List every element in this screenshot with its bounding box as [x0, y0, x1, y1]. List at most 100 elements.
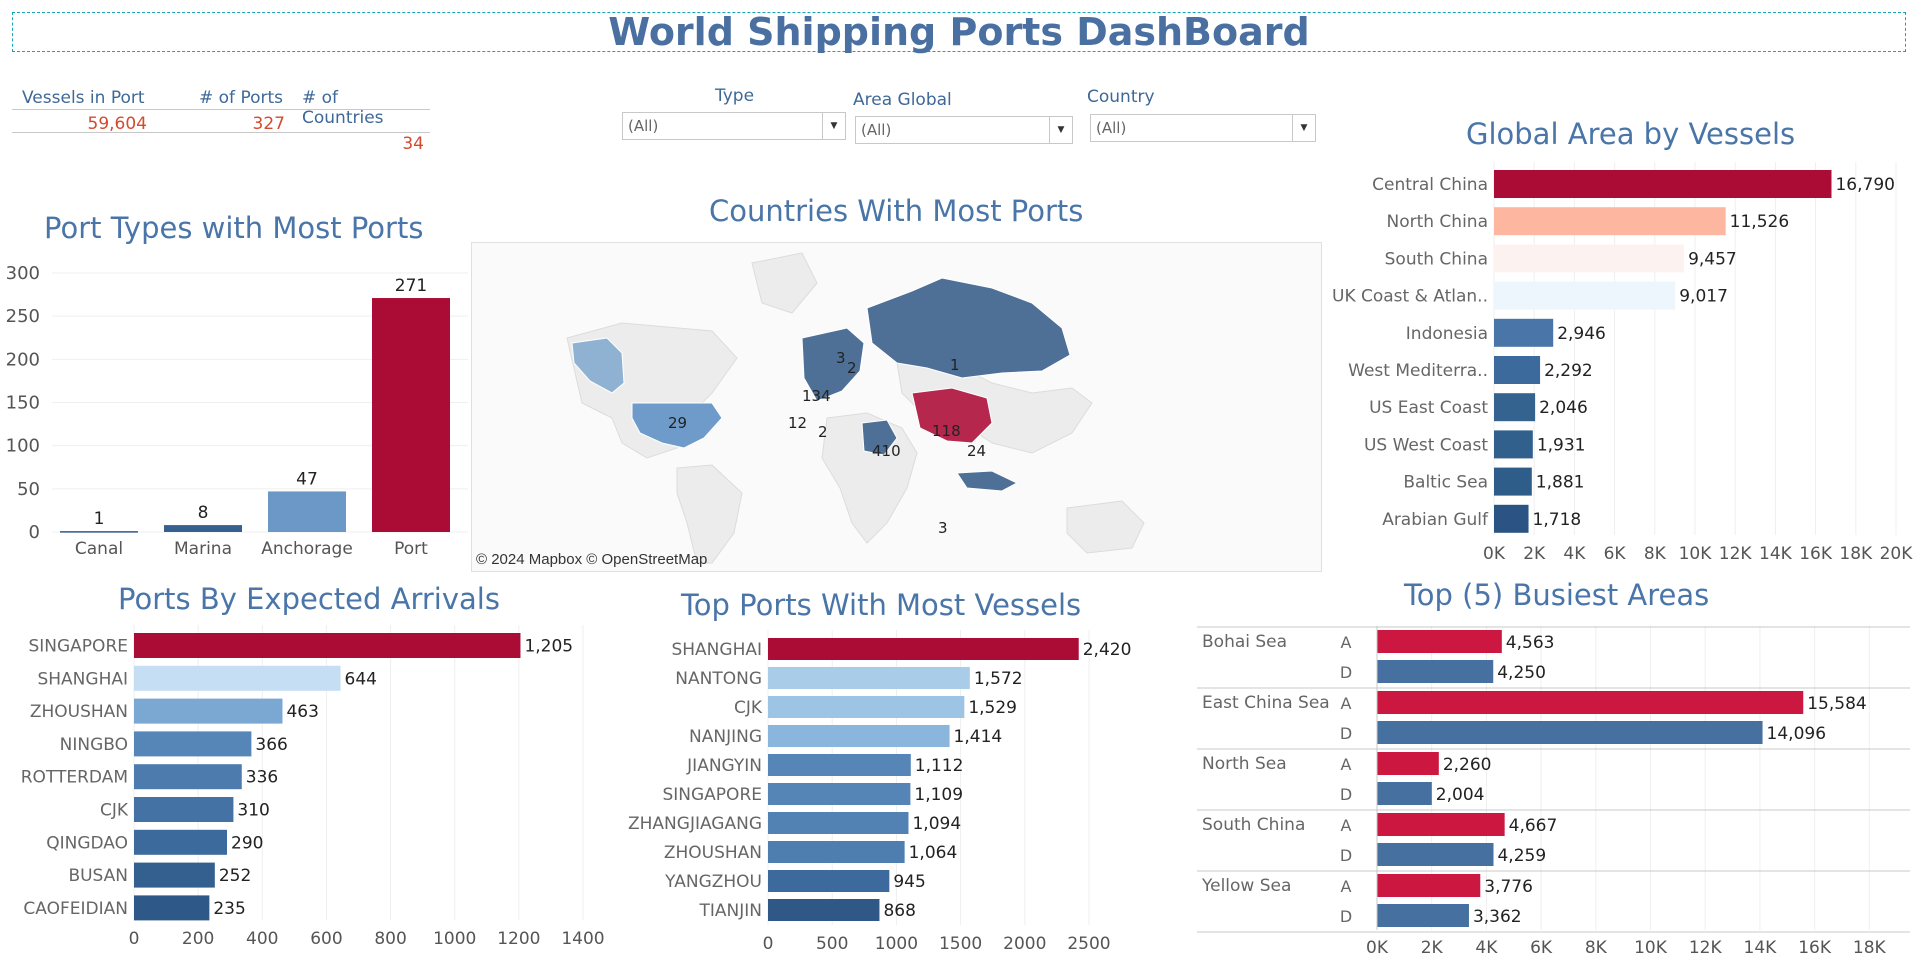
country-indonesia[interactable] — [956, 470, 1019, 492]
bar[interactable] — [768, 783, 911, 805]
bar[interactable] — [372, 298, 450, 532]
world-map[interactable]: 1 29 118 134 3 2 12 2 410 24 3 © 2024 Ma… — [471, 242, 1322, 572]
x-tick-label: 1000 — [433, 929, 476, 949]
filter-area-value: (All) — [861, 121, 892, 139]
bar[interactable] — [60, 531, 138, 533]
series-label: A — [1341, 633, 1352, 652]
global-area-title: Global Area by Vessels — [1466, 117, 1796, 151]
bar-value-label: 2,292 — [1544, 361, 1593, 381]
bar-value-label: 3,362 — [1473, 907, 1522, 927]
bar[interactable] — [768, 638, 1079, 660]
bar[interactable] — [134, 633, 521, 658]
bar[interactable] — [1494, 504, 1529, 533]
bar[interactable] — [768, 870, 890, 892]
series-label: D — [1340, 846, 1352, 865]
bar-value-label: 9,017 — [1679, 287, 1728, 307]
bar[interactable] — [768, 754, 911, 776]
bar[interactable] — [768, 812, 909, 834]
bar[interactable] — [1377, 904, 1469, 927]
y-category-label: SHANGHAI — [671, 640, 762, 660]
y-category-label: SINGAPORE — [662, 785, 762, 805]
bar[interactable] — [134, 665, 341, 691]
bar[interactable] — [768, 667, 970, 689]
country-usa[interactable] — [631, 402, 723, 449]
bar[interactable] — [1494, 467, 1532, 496]
chevron-down-icon[interactable]: ▼ — [1292, 115, 1315, 141]
y-category-label: NANTONG — [675, 669, 762, 689]
filter-type-select[interactable]: (All) ▼ — [622, 112, 846, 140]
filter-country-select[interactable]: (All) ▼ — [1090, 114, 1316, 142]
x-tick-label: 14K — [1744, 938, 1778, 958]
bar-value-label: 14,096 — [1767, 724, 1826, 744]
bar[interactable] — [134, 895, 210, 921]
bar[interactable] — [1377, 721, 1763, 744]
bar[interactable] — [134, 764, 242, 790]
bar[interactable] — [1377, 691, 1804, 714]
bar[interactable] — [164, 525, 242, 532]
x-tick-label: 2K — [1523, 544, 1546, 564]
country-china[interactable] — [911, 387, 993, 444]
x-tick-label: 8K — [1644, 544, 1667, 564]
bar[interactable] — [1494, 318, 1554, 347]
bar[interactable] — [1494, 393, 1536, 422]
country-alaska[interactable] — [571, 337, 625, 394]
kpi-countries: # of Countries 34 — [302, 88, 424, 154]
bar[interactable] — [268, 491, 346, 532]
map-label: 24 — [967, 442, 986, 460]
bar[interactable] — [768, 899, 880, 921]
country-europe[interactable] — [801, 327, 865, 402]
x-tick-label: 12K — [1719, 544, 1753, 564]
y-tick-label: 50 — [17, 479, 40, 500]
bar[interactable] — [1377, 874, 1481, 897]
filter-type-value: (All) — [628, 117, 659, 135]
kpi-ports-value: 327 — [252, 114, 285, 134]
bar[interactable] — [768, 841, 905, 863]
bar-value-label: 15,584 — [1807, 694, 1866, 714]
dashboard-title: World Shipping Ports DashBoard — [12, 12, 1906, 52]
bar-value-label: 8 — [198, 503, 209, 523]
bar[interactable] — [1494, 170, 1832, 198]
y-tick-label: 200 — [6, 349, 40, 370]
country-iran[interactable] — [861, 419, 898, 456]
bar[interactable] — [1494, 281, 1676, 310]
country-russia[interactable] — [866, 277, 1071, 379]
y-category-label: ROTTERDAM — [21, 768, 128, 788]
bar[interactable] — [134, 698, 283, 724]
bar[interactable] — [1494, 430, 1533, 459]
bar[interactable] — [1377, 630, 1502, 653]
x-tick-label: 18K — [1853, 938, 1887, 958]
bar[interactable] — [134, 731, 252, 757]
bar[interactable] — [1494, 356, 1541, 384]
bar[interactable] — [1377, 752, 1439, 775]
y-tick-label: 0 — [29, 522, 40, 543]
y-category-label: NINGBO — [60, 735, 128, 755]
bar-value-label: 235 — [213, 899, 245, 919]
kpi-countries-label: # of Countries — [302, 88, 384, 128]
bar[interactable] — [134, 797, 234, 822]
filter-area-select[interactable]: (All) ▼ — [855, 116, 1073, 144]
bar-value-label: 47 — [296, 469, 318, 489]
bar[interactable] — [1494, 207, 1726, 236]
bar[interactable] — [1494, 244, 1685, 273]
filter-type-label: Type — [715, 86, 755, 106]
bar-value-label: 310 — [237, 801, 269, 821]
bar[interactable] — [134, 829, 228, 855]
bar[interactable] — [768, 725, 950, 747]
chevron-down-icon[interactable]: ▼ — [1049, 117, 1072, 143]
x-tick-label: 2K — [1421, 938, 1444, 958]
bar[interactable] — [768, 696, 965, 718]
x-category-label: Port — [394, 539, 428, 559]
bar[interactable] — [1377, 813, 1505, 836]
y-category-label: CJK — [734, 698, 763, 718]
bar[interactable] — [1377, 660, 1494, 683]
x-tick-label: 2000 — [1003, 934, 1046, 954]
bar-value-label: 1,112 — [915, 756, 964, 776]
bar[interactable] — [134, 862, 215, 888]
bar[interactable] — [1377, 843, 1494, 866]
bar-value-label: 1,572 — [974, 669, 1023, 689]
chevron-down-icon[interactable]: ▼ — [822, 113, 845, 139]
bar-value-label: 1,881 — [1536, 473, 1585, 493]
bar[interactable] — [1377, 782, 1432, 805]
x-tick-label: 0K — [1483, 544, 1506, 564]
